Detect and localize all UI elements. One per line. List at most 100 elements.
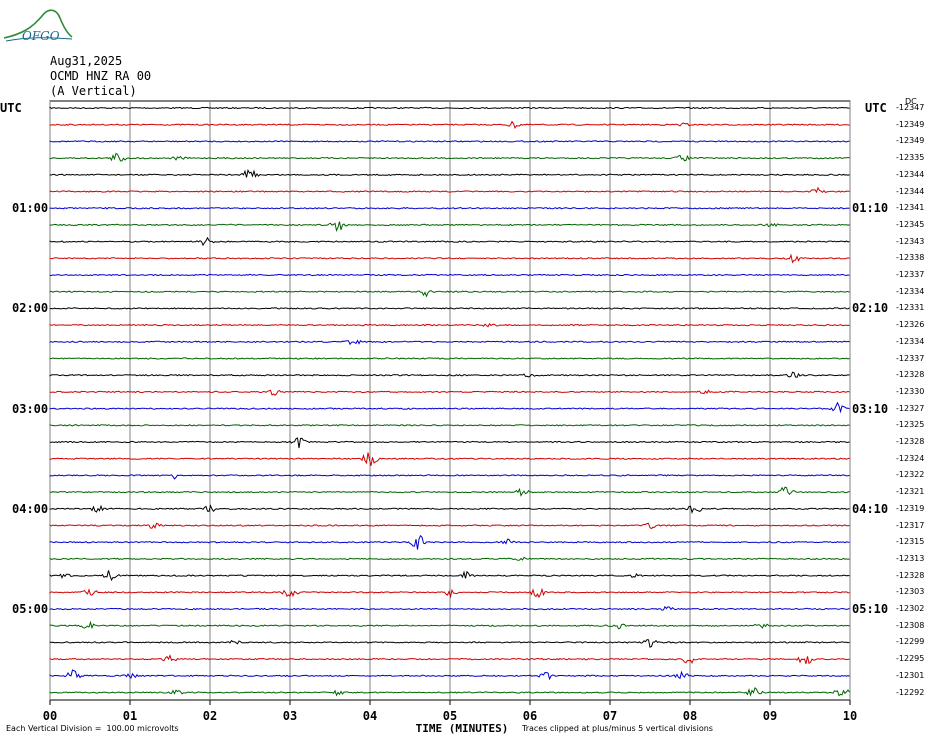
right-time-label: 05:10 [852, 602, 889, 616]
trace-row-6 [49, 206, 850, 210]
dc-offset-label: -12331 [896, 303, 925, 313]
x-tick-label: 07 [603, 709, 617, 723]
left-time-label: 02:00 [12, 301, 49, 316]
x-tick-label: 09 [763, 709, 777, 723]
right-time-label: 04:10 [852, 501, 889, 516]
left-time-label: 05:00 [12, 602, 49, 616]
x-tick-label: 00 [43, 709, 57, 723]
dc-offset-label: -12344 [896, 169, 925, 179]
dc-offset-label: -12292 [896, 687, 925, 697]
dc-offset-label: -12337 [896, 353, 925, 363]
trace-row-8 [49, 236, 850, 247]
trace-row-7 [49, 221, 850, 233]
dc-offset-label: -12313 [896, 553, 925, 563]
dc-offset-label: -12328 [896, 370, 925, 380]
trace-row-9 [49, 253, 850, 264]
dc-offset-label: -12341 [896, 203, 925, 213]
dc-offset-label: -12299 [896, 637, 925, 647]
utc-right-label: UTC [865, 101, 887, 115]
trace-row-33 [49, 654, 850, 665]
x-tick-label: 01 [123, 709, 137, 723]
x-tick-label: 08 [683, 709, 697, 723]
dc-offset-label: -12334 [896, 336, 925, 346]
trace-row-18 [49, 401, 850, 414]
dc-offset-label: -12337 [896, 270, 925, 279]
x-tick-label: 03 [283, 709, 297, 723]
x-tick-label: 06 [523, 709, 537, 723]
trace-row-30 [49, 605, 850, 611]
right-time-label: 01:10 [852, 201, 889, 216]
dc-offset-label: -12317 [896, 520, 925, 530]
x-tick-label: 05 [443, 709, 457, 723]
trace-row-32 [49, 639, 850, 648]
trace-row-21 [49, 452, 850, 466]
trace-row-27 [49, 556, 850, 561]
trace-row-20 [49, 437, 850, 449]
trace-row-25 [49, 522, 850, 530]
dc-offset-label: -12324 [896, 453, 925, 463]
dc-offset-label: -12303 [896, 587, 925, 597]
trace-row-26 [49, 534, 850, 550]
x-axis-title: TIME (MINUTES) [415, 722, 509, 735]
trace-row-10 [49, 273, 850, 277]
trace-row-3 [49, 152, 850, 162]
dc-offset-label: -12326 [896, 320, 925, 330]
dc-offset-label: -12338 [896, 253, 925, 263]
dc-offset-label: -12345 [896, 219, 925, 229]
trace-row-0 [49, 106, 850, 110]
trace-row-2 [49, 140, 850, 143]
right-time-label: 02:10 [852, 301, 889, 316]
trace-row-35 [49, 687, 850, 697]
dc-offset-label: -12321 [896, 487, 925, 497]
trace-row-29 [49, 587, 850, 599]
trace-row-28 [49, 570, 850, 582]
trace-row-1 [49, 120, 850, 130]
dc-offset-label: -12335 [896, 153, 925, 163]
dc-offset-label: -12343 [896, 236, 925, 246]
dc-offset-label: -12319 [896, 503, 925, 513]
utc-left-label: UTC [0, 101, 22, 115]
dc-offset-label: -12328 [896, 437, 925, 446]
component-label: (A Vertical) [50, 84, 137, 98]
dc-offset-label: -12308 [896, 620, 925, 630]
date-label: Aug31,2025 [50, 54, 123, 68]
dc-offset-label: -12302 [896, 604, 925, 613]
dc-offset-label: -12349 [896, 136, 925, 146]
trace-row-24 [49, 504, 850, 514]
left-time-label: 04:00 [12, 501, 49, 516]
trace-row-16 [49, 371, 850, 378]
x-tick-label: 10 [843, 709, 857, 723]
dc-offset-label: -12330 [896, 386, 925, 396]
trace-row-22 [49, 474, 850, 480]
dc-offset-label: -12334 [896, 286, 925, 296]
dc-offset-label: -12322 [896, 470, 925, 480]
dc-offset-label: -12349 [896, 119, 925, 129]
footer-clip-note: Traces clipped at plus/minus 5 vertical … [522, 724, 713, 733]
dc-offset-label: -12325 [896, 420, 925, 430]
dc-offset-label: -12328 [896, 570, 925, 580]
trace-row-14 [49, 339, 850, 346]
dc-offset-label: -12315 [896, 537, 925, 547]
dc-offset-label: -12344 [896, 186, 925, 196]
trace-row-15 [49, 357, 850, 360]
volcano-logo-icon: OFGO [3, 9, 73, 43]
left-time-label: 03:00 [12, 401, 49, 416]
trace-row-12 [49, 307, 850, 310]
dc-offset-label: -12347 [896, 103, 925, 112]
trace-row-19 [49, 424, 850, 427]
trace-row-31 [49, 620, 850, 630]
trace-row-11 [49, 290, 850, 298]
trace-row-23 [49, 486, 850, 497]
left-time-label: 01:00 [12, 201, 49, 216]
trace-row-17 [49, 389, 850, 396]
right-time-label: 03:10 [852, 401, 889, 416]
x-tick-label: 04 [363, 709, 377, 723]
dc-offset-label: -12301 [896, 670, 925, 680]
dc-offset-label: -12295 [896, 654, 925, 664]
station-label: OCMD HNZ RA 00 [50, 69, 152, 83]
dc-header-label: DC [905, 97, 917, 106]
footer-scale-note: Each Vertical Division = 100.00 microvol… [6, 724, 179, 733]
x-tick-label: 02 [203, 709, 217, 723]
